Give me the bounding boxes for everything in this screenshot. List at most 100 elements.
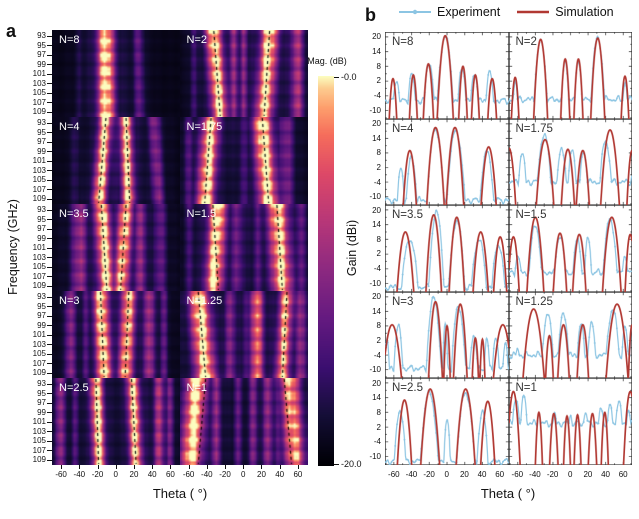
- freq-tick-mark: [47, 35, 52, 37]
- colorbar: [318, 76, 334, 466]
- theta-tick-mark-a: [243, 465, 245, 469]
- freq-tick-label: 93: [37, 379, 46, 388]
- theta-tick-label-a: 40: [147, 470, 157, 479]
- gain-tick-label: 20: [372, 378, 381, 388]
- freq-tick-label: 93: [37, 205, 46, 214]
- gain-plot-n-label: N=3: [392, 295, 414, 308]
- freq-tick-mark: [47, 344, 52, 346]
- gain-tick-label: 14: [372, 133, 381, 143]
- gain-plot-n-label: N=1: [515, 382, 537, 395]
- gain-tick-label: -4: [373, 437, 381, 447]
- freq-tick-mark: [47, 276, 52, 278]
- freq-tick-label: 99: [37, 59, 46, 69]
- freq-tick-mark: [47, 257, 52, 259]
- freq-tick-mark: [47, 247, 52, 249]
- freq-tick-mark: [47, 306, 52, 308]
- heatmap-canvas-N=3: [52, 291, 180, 378]
- simulation-line-sample: [517, 10, 550, 14]
- gain-tick-label: -4: [373, 350, 381, 360]
- freq-tick-label: 105: [32, 262, 46, 272]
- panel-b-y-axis-label: Gain (dBi): [345, 219, 359, 277]
- theta-tick-mark-a: [279, 465, 281, 469]
- freq-tick-label: 97: [37, 224, 46, 234]
- freq-tick-mark: [47, 141, 52, 143]
- freq-tick-mark: [47, 431, 52, 433]
- gain-tick-label: 14: [372, 393, 381, 403]
- freq-tick-mark: [47, 353, 52, 355]
- theta-tick-label-b: 40: [601, 470, 610, 479]
- freq-tick-label: 109: [32, 368, 46, 378]
- gain-plot-n-label: N=8: [392, 36, 414, 48]
- theta-tick-label-b: 60: [495, 470, 505, 479]
- theta-tick-label-b: -60: [388, 470, 400, 479]
- freq-tick-label: 97: [37, 398, 46, 408]
- freq-tick-mark: [47, 228, 52, 230]
- freq-tick-label: 103: [32, 339, 46, 349]
- theta-tick-label-a: -60: [182, 470, 195, 479]
- freq-tick-mark: [47, 64, 52, 66]
- gain-tick-label: -10: [369, 192, 381, 202]
- gain-tick-label: -4: [373, 264, 381, 274]
- heatmap-canvas-N=1: [179, 378, 308, 465]
- gain-tick-label: 2: [376, 336, 381, 346]
- freq-tick-label: 107: [32, 358, 46, 368]
- gain-plot-canvas-N=1.5: [508, 205, 632, 292]
- experiment-line-sample: [399, 9, 431, 15]
- freq-tick-mark: [47, 421, 52, 423]
- panel-a-letter: a: [6, 21, 17, 41]
- theta-tick-label-a: -20: [219, 470, 231, 479]
- freq-tick-mark: [47, 383, 52, 385]
- theta-tick-label-a: 0: [113, 470, 118, 479]
- theta-tick-label-b: 40: [477, 470, 487, 479]
- freq-tick-label: 95: [37, 388, 46, 398]
- theta-tick-mark-a: [115, 465, 117, 469]
- colorbar-top-tick: [334, 77, 339, 78]
- theta-tick-label-a: -40: [201, 470, 213, 479]
- freq-tick-label: 99: [37, 407, 46, 417]
- freq-tick-label: 95: [37, 214, 46, 224]
- theta-tick-label-b: -60: [511, 470, 524, 479]
- theta-tick-label-a: 60: [293, 470, 303, 479]
- heatmap-n-label: N=1.5: [186, 208, 217, 220]
- freq-tick-label: 93: [37, 118, 46, 127]
- freq-tick-mark: [47, 111, 52, 113]
- freq-tick-mark: [47, 198, 52, 200]
- freq-tick-mark: [47, 363, 52, 365]
- freq-tick-label: 101: [32, 330, 46, 340]
- colorbar-bottom-tick: [334, 464, 339, 465]
- freq-tick-label: 105: [32, 436, 46, 446]
- freq-tick-mark: [47, 160, 52, 162]
- freq-tick-label: 97: [37, 311, 46, 321]
- freq-tick-label: 107: [32, 445, 46, 455]
- gain-tick-label: 8: [376, 321, 381, 331]
- freq-tick-mark: [47, 54, 52, 56]
- theta-tick-label-b: -20: [546, 470, 559, 479]
- theta-tick-label-a: 20: [257, 470, 266, 479]
- gain-tick-label: 8: [376, 234, 381, 244]
- colorbar-min-label: -20.0: [341, 459, 362, 469]
- theta-tick-mark-a: [297, 465, 299, 469]
- theta-tick-label-a: 60: [165, 470, 175, 479]
- gain-plot-n-label: N=3.5: [392, 209, 424, 222]
- freq-tick-mark: [47, 315, 52, 317]
- heatmap-canvas-N=3.5: [52, 204, 180, 291]
- freq-tick-label: 97: [37, 137, 46, 147]
- gain-plot-canvas-N=3: [385, 291, 509, 379]
- freq-tick-label: 99: [37, 146, 46, 156]
- freq-tick-label: 103: [32, 78, 46, 88]
- theta-tick-label-b: 20: [583, 470, 593, 479]
- freq-tick-label: 93: [37, 292, 46, 301]
- freq-tick-label: 95: [37, 301, 46, 311]
- gain-tick-label: 14: [372, 306, 381, 316]
- heatmap-canvas-N=1.75: [179, 117, 308, 204]
- freq-tick-label: 105: [32, 88, 46, 98]
- heatmap-canvas-N=1.5: [179, 204, 308, 291]
- gain-plot-n-label: N=4: [392, 122, 414, 135]
- freq-tick-label: 95: [37, 40, 46, 50]
- colorbar-title: Mag. (dB): [307, 56, 347, 66]
- freq-tick-label: 101: [32, 243, 46, 253]
- theta-tick-label-b: 0: [568, 470, 573, 479]
- freq-tick-label: 105: [32, 349, 46, 359]
- gain-tick-label: -10: [369, 365, 381, 375]
- gain-tick-label: 14: [372, 47, 381, 56]
